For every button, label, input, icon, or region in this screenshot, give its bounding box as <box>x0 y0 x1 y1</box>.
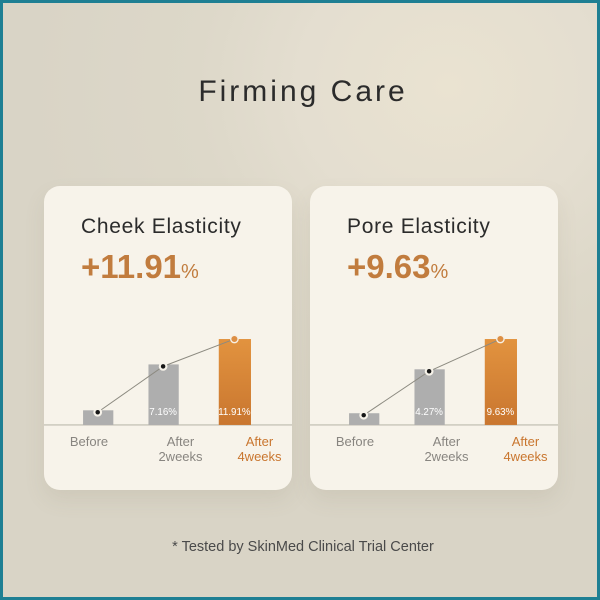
svg-text:11.91%: 11.91% <box>218 407 251 418</box>
svg-text:9.63%: 9.63% <box>487 407 515 418</box>
svg-text:4.27%: 4.27% <box>415 407 443 418</box>
svg-text:7.16%: 7.16% <box>149 407 177 418</box>
